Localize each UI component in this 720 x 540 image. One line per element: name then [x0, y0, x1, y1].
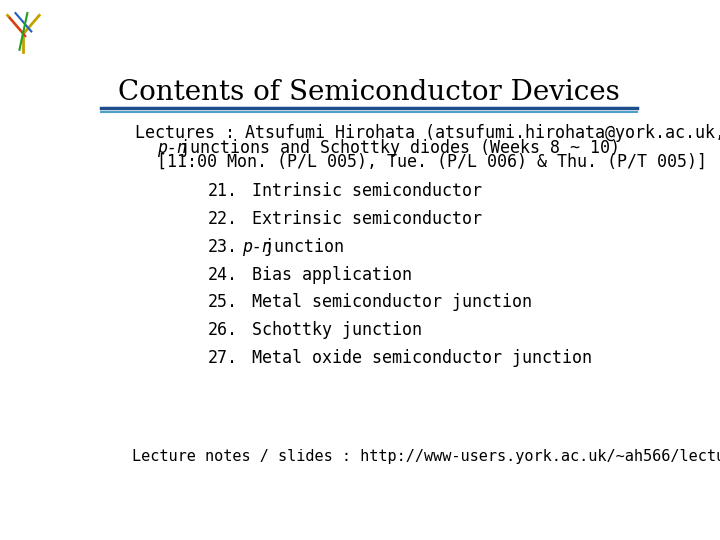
Text: junctions and Schottky diodes (Weeks 8 ~ 10): junctions and Schottky diodes (Weeks 8 ~…: [169, 139, 619, 157]
Text: Lectures : Atsufumi Hirohata (atsufumi.hirohata@york.ac.uk,  P/Z 019): Lectures : Atsufumi Hirohata (atsufumi.h…: [135, 124, 720, 142]
Text: p-n: p-n: [242, 238, 271, 256]
Text: Metal semiconductor junction: Metal semiconductor junction: [242, 294, 532, 312]
Text: Intrinsic semiconductor: Intrinsic semiconductor: [242, 182, 482, 200]
Text: junction: junction: [254, 238, 344, 256]
Text: 27.: 27.: [208, 349, 238, 367]
Text: 22.: 22.: [208, 210, 238, 228]
Text: Bias application: Bias application: [242, 266, 412, 284]
Text: Metal oxide semiconductor junction: Metal oxide semiconductor junction: [242, 349, 592, 367]
Text: 24.: 24.: [208, 266, 238, 284]
Text: p-n: p-n: [157, 139, 187, 157]
Text: [11:00 Mon. (P/L 005), Tue. (P/L 006) & Thu. (P/T 005)]: [11:00 Mon. (P/L 005), Tue. (P/L 006) & …: [157, 153, 707, 171]
Text: 26.: 26.: [208, 321, 238, 339]
Text: 25.: 25.: [208, 294, 238, 312]
Text: Lecture notes / slides : http://www-users.york.ac.uk/~ah566/lectures/lectures.ht: Lecture notes / slides : http://www-user…: [132, 449, 720, 464]
Text: 21.: 21.: [208, 182, 238, 200]
Text: 23.: 23.: [208, 238, 238, 256]
Text: Extrinsic semiconductor: Extrinsic semiconductor: [242, 210, 482, 228]
Text: Contents of Semiconductor Devices: Contents of Semiconductor Devices: [118, 79, 620, 106]
Text: Schottky junction: Schottky junction: [242, 321, 422, 339]
